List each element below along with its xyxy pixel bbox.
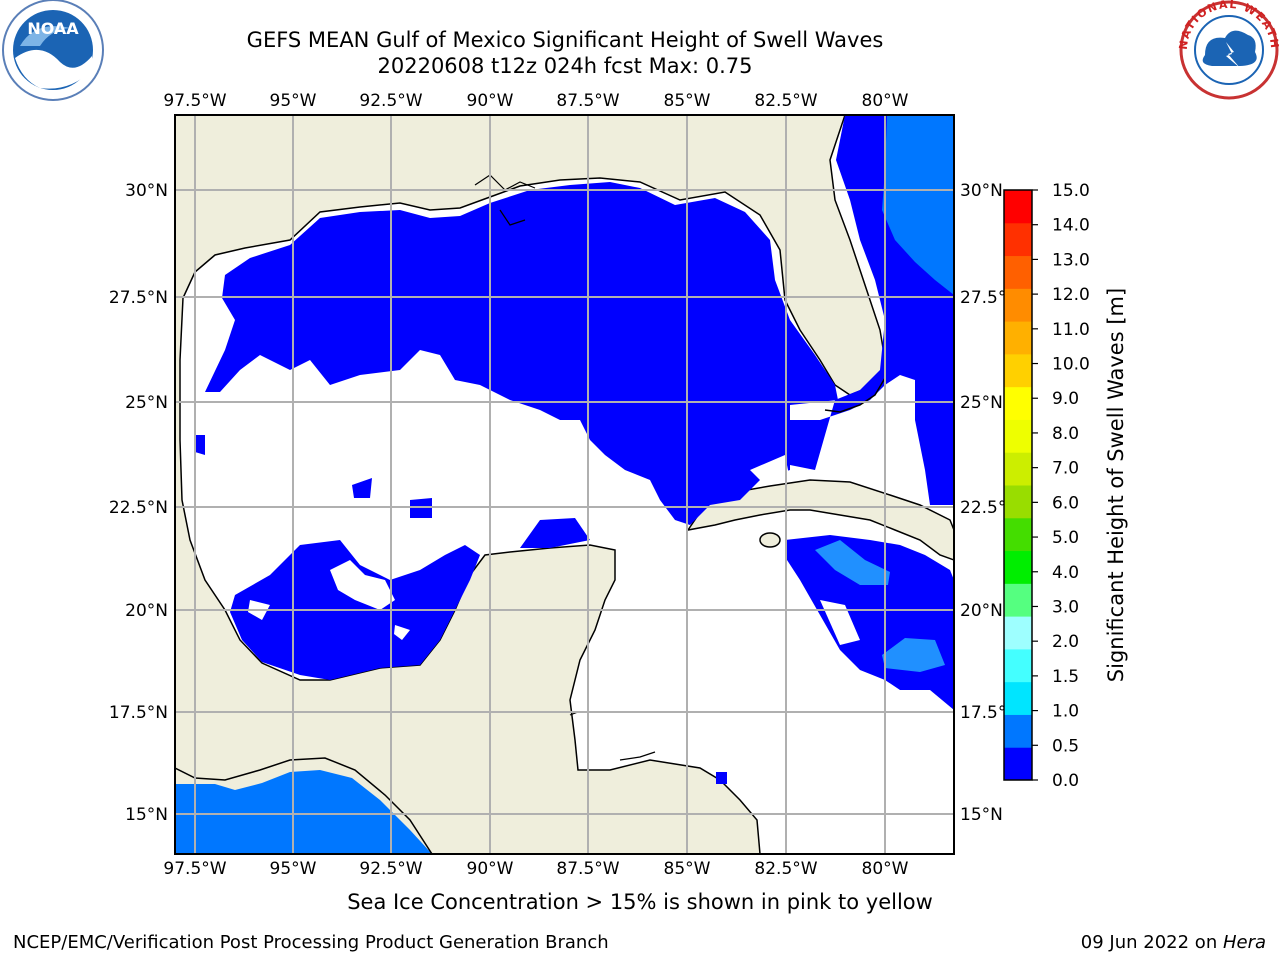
lat-tick-right: 20°N — [960, 601, 1003, 621]
map-frame — [174, 114, 955, 855]
colorbar: 0.0 0.5 1.0 1.5 2.0 3.0 4.0 5.0 6.0 7.0 8.0 9.0 10.0… — [1003, 181, 1090, 791]
lon-tick-bottom: 82.5°W — [754, 859, 817, 879]
lat-tick-right: 15°N — [960, 805, 1003, 825]
colorbar-frame — [1003, 189, 1033, 781]
footer-date: 09 Jun 2022 on Hera — [1081, 932, 1266, 953]
lon-tick-top: 85°W — [664, 91, 711, 111]
noaa-logo-text: NOAA — [27, 19, 79, 38]
lon-tick-bottom: 85°W — [664, 859, 711, 879]
lat-tick-left: 25°N — [125, 393, 168, 413]
colorbar-tick-label: 5.0 — [1052, 528, 1079, 548]
nws-logo-text: NATIONAL WEATHER SERVICE — [0, 0, 1280, 50]
lon-tick-top: 80°W — [862, 91, 909, 111]
swell-patch-caribbean-2 — [882, 638, 945, 672]
chart-title: GEFS MEAN Gulf of Mexico Significant Hei… — [246, 28, 884, 52]
colorbar-segment — [1004, 321, 1032, 355]
colorbar-tick-label: 1.0 — [1052, 702, 1079, 722]
colorbar-segment — [1004, 222, 1032, 257]
colorbar-tick-label: 8.0 — [1052, 424, 1079, 444]
colorbar-segment — [1004, 288, 1032, 322]
lon-tick-bottom: 90°W — [467, 859, 514, 879]
colorbar-segment — [1004, 485, 1032, 519]
lon-tick-top: 87.5°W — [556, 91, 619, 111]
lon-tick-bottom: 97.5°W — [163, 859, 226, 879]
colorbar-tick-label: 14.0 — [1052, 216, 1090, 236]
colorbar-segment — [1004, 452, 1032, 486]
lat-tick-left: 17.5°N — [109, 703, 168, 723]
colorbar-segment — [1004, 681, 1032, 715]
colorbar-segment — [1004, 517, 1032, 552]
colorbar-tick-label: 0.0 — [1052, 771, 1079, 791]
colorbar-segment — [1004, 353, 1032, 388]
lon-tick-bottom: 95°W — [270, 859, 317, 879]
footer-host: Hera — [1222, 932, 1266, 953]
swell-patch-pacific — [175, 770, 432, 854]
colorbar-segment — [1004, 190, 1032, 224]
svg-text:NATIONAL WEATHER SERVICE: NATIONAL WEATHER SERVICE — [0, 0, 1280, 50]
colorbar-segment — [1004, 419, 1032, 453]
colorbar-tick-label: 13.0 — [1052, 250, 1090, 270]
colorbar-tick-label: 9.0 — [1052, 389, 1079, 409]
lon-tick-top: 90°W — [467, 91, 514, 111]
colorbar-segment — [1004, 583, 1032, 617]
lon-tick-bottom: 92.5°W — [359, 859, 422, 879]
swell-patch-atlantic — [882, 115, 954, 295]
map-area — [175, 115, 954, 854]
colorbar-segment — [1004, 255, 1032, 289]
swell-patch-caribbean-1 — [815, 540, 890, 585]
swell-field-north — [205, 182, 838, 525]
colorbar-segment — [1004, 550, 1032, 584]
colorbar-tick-label: 3.0 — [1052, 597, 1079, 617]
colorbar-tick-label: 1.5 — [1052, 667, 1079, 687]
noaa-logo: NOAA — [2, 0, 104, 101]
lat-tick-left: 22.5°N — [109, 498, 168, 518]
colorbar-tick-label: 0.5 — [1052, 736, 1079, 756]
footer-date-text: 09 Jun 2022 on — [1080, 932, 1223, 953]
colorbar-tick-label: 7.0 — [1052, 459, 1079, 479]
graticule — [175, 115, 954, 854]
colorbar-segment — [1004, 714, 1032, 748]
colorbar-tick-label: 15.0 — [1052, 181, 1090, 201]
lon-tick-top: 92.5°W — [359, 91, 422, 111]
colorbar-segment — [1004, 386, 1032, 420]
lon-tick-top: 82.5°W — [754, 91, 817, 111]
lon-tick-bottom: 87.5°W — [556, 859, 619, 879]
colorbar-tick-label: 6.0 — [1052, 493, 1079, 513]
lat-tick-left: 15°N — [125, 805, 168, 825]
colorbar-tick-label: 4.0 — [1052, 563, 1079, 583]
colorbar-label: Significant Height of Swell Waves [m] — [1104, 288, 1128, 682]
lat-tick-right: 30°N — [960, 181, 1003, 201]
footer-credit: NCEP/EMC/Verification Post Processing Pr… — [13, 932, 609, 953]
colorbar-tick-label: 10.0 — [1052, 355, 1090, 375]
colorbar-tick-label: 2.0 — [1052, 632, 1079, 652]
lon-tick-bottom: 80°W — [862, 859, 909, 879]
colorbar-segment — [1004, 648, 1032, 683]
lat-tick-left: 30°N — [125, 181, 168, 201]
chart-subtitle-run: 20220608 t12z 024h fcst Max: 0.75 — [377, 54, 753, 78]
lon-tick-top: 97.5°W — [163, 91, 226, 111]
lat-tick-left: 27.5°N — [109, 288, 168, 308]
nws-logo: NATIONAL WEATHER SERVICE — [0, 0, 1280, 100]
sea-ice-note: Sea Ice Concentration > 15% is shown in … — [347, 890, 933, 914]
lon-tick-top: 95°W — [270, 91, 317, 111]
colorbar-segment — [1004, 616, 1032, 650]
colorbar-tick-label: 11.0 — [1052, 320, 1090, 340]
colorbar-segment — [1004, 747, 1032, 781]
colorbar-tick-label: 12.0 — [1052, 285, 1090, 305]
cuba-land — [686, 479, 954, 561]
lat-tick-right: 25°N — [960, 393, 1003, 413]
lat-tick-left: 20°N — [125, 601, 168, 621]
